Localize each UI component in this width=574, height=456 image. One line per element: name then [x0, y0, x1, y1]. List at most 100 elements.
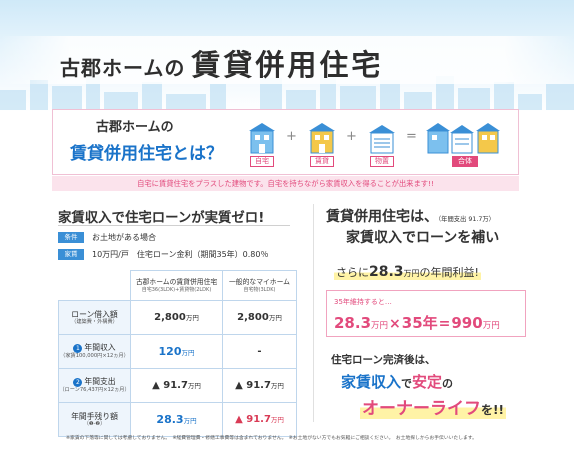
closing-line3: オーナーライフを!! — [360, 394, 506, 419]
closing-line1: 住宅ローン完済後は、 — [331, 354, 436, 366]
cell-expense-rental: ▲ 91.7万円 — [130, 368, 223, 403]
label-storage: 物置 — [370, 156, 394, 167]
cell-value: 2,800 — [154, 312, 186, 323]
comparison-table: 古郡ホームの賃貸併用住宅 自宅36(3LDK)+賃貸物(2LDK) 一般的なマイ… — [58, 270, 297, 437]
cell-unit: 万円 — [268, 314, 282, 322]
rent-text: 10万円/戸 住宅ローン金利（期間35年）0.80％ — [92, 250, 269, 259]
annual-profit-line: さらに28.3万円の年間利益! — [334, 261, 481, 280]
cell-value: ▲ 91.7 — [235, 380, 271, 391]
calculation-formula: 28.3万円×35年=990万円 — [334, 312, 500, 333]
city-skyline-illustration — [0, 74, 574, 110]
title-main: 賃貸併用住宅 — [191, 48, 384, 82]
header-banner: 古郡ホームの 賃貸併用住宅 — [0, 0, 574, 112]
table-header-row: 古郡ホームの賃貸併用住宅 自宅36(3LDK)+賃貸物(2LDK) 一般的なマイ… — [59, 270, 297, 301]
plus-operator-2: + — [346, 129, 357, 144]
house-icon-home — [249, 123, 275, 154]
combined-building-icon — [426, 123, 500, 154]
row-sublabel: （ローン76,437円×12ヵ月） — [59, 387, 130, 394]
row-label: 年間手残り額 — [71, 411, 118, 421]
row-sublabel: （家賃100,000円×12ヵ月） — [60, 353, 129, 360]
cell-value: ▲ 91.7 — [235, 414, 271, 425]
page-title: 古郡ホームの 賃貸併用住宅 — [60, 42, 383, 84]
rent-tag: 家賃 — [58, 249, 84, 260]
right-line1-main: 賃貸併用住宅は、 — [326, 209, 438, 225]
row-header-income: 1 年間収入 （家賃100,000円×12ヵ月） — [58, 334, 131, 369]
right-line1: 賃貸併用住宅は、（年間支出 91.7万） — [326, 206, 495, 226]
column-title: 一般的なマイホーム — [229, 277, 290, 286]
table-row: 年間手残り額 （❶-❷） 28.3万円 ▲ 91.7万円 — [58, 402, 297, 437]
column-header-standard-home: 一般的なマイホーム 自宅物(3LDK) — [222, 270, 297, 301]
intro-line1: 古郡ホームの — [96, 120, 174, 135]
footnote: ※家賃の下落等に関しては考慮しておりません。 ※経費管理費・修繕工事費等は含まれ… — [66, 436, 477, 441]
label-combined: 合体 — [452, 156, 478, 167]
calc-total: 990 — [451, 314, 483, 332]
cell-unit: 万円 — [185, 314, 199, 322]
cell-unit: 万円 — [270, 382, 284, 390]
equals-operator: = — [406, 129, 417, 144]
garage-icon — [369, 125, 395, 154]
cell-income-rental: 120万円 — [130, 334, 223, 369]
column-subtitle: 自宅物(3LDK) — [243, 286, 276, 293]
calculation-box — [326, 290, 526, 337]
right-line2: 家賃収入でローンを補い — [346, 230, 500, 246]
column-title: 古郡ホームの賃貸併用住宅 — [135, 277, 218, 286]
row-label: 年間収入 — [84, 343, 116, 353]
intro-banner: 自宅に賃貸住宅をプラスした建物です。自宅を持ちながら家賃収入を得ることが出来ます… — [52, 176, 519, 191]
cell-value: ▲ 91.7 — [152, 380, 188, 391]
panel-divider — [313, 204, 314, 422]
cell-net-standard: ▲ 91.7万円 — [222, 402, 297, 437]
row-label: ローン借入額 — [71, 309, 118, 319]
intro-line2: 賃貸併用住宅とは？ — [70, 144, 223, 164]
left-heading: 家賃収入で住宅ローンが実質ゼロ! — [58, 211, 265, 226]
calc-years: 35年 — [401, 314, 438, 332]
column-header-rental-home: 古郡ホームの賃貸併用住宅 自宅36(3LDK)+賃貸物(2LDK) — [130, 270, 223, 301]
condition-row-rent: 家賃 10万円/戸 住宅ローン金利（期間35年）0.80％ — [58, 249, 268, 260]
circle-number-icon: 1 — [73, 344, 83, 354]
row-sublabel: （建築費・外構費） — [71, 319, 118, 326]
times-symbol: × — [389, 316, 401, 332]
row-sublabel: （❶-❷） — [83, 421, 106, 428]
cell-unit: 万円 — [181, 349, 195, 357]
left-divider — [58, 225, 290, 226]
profit-unit: 万円 — [403, 269, 420, 278]
calc-annual-unit: 万円 — [371, 321, 389, 331]
cell-value: 120 — [158, 345, 182, 358]
plus-operator-1: + — [286, 129, 297, 144]
label-home: 自宅 — [250, 156, 274, 167]
house-icon-rental — [309, 123, 335, 154]
condition-row-land: 条件 お土地がある場合 — [58, 232, 156, 243]
cell-unit: 万円 — [270, 416, 284, 424]
cell-unit: 万円 — [187, 382, 201, 390]
profit-suffix: の年間利益! — [419, 266, 479, 279]
closing-end: を!! — [481, 403, 504, 417]
row-header-net: 年間手残り額 （❶-❷） — [58, 402, 131, 437]
closing-particle-no: の — [442, 377, 454, 390]
cell-income-standard: - — [222, 334, 297, 369]
condition-tag: 条件 — [58, 232, 84, 243]
cell-value: - — [257, 346, 262, 357]
table-row: 2 年間支出 （ローン76,437円×12ヵ月） ▲ 91.7万円 ▲ 91.7万… — [58, 368, 297, 403]
profit-amount: 28.3 — [369, 264, 404, 280]
profit-prefix: さらに — [336, 266, 369, 279]
closing-rent-income: 家賃収入 — [341, 373, 402, 391]
table-corner — [59, 271, 131, 301]
cell-expense-standard: ▲ 91.7万円 — [222, 368, 297, 403]
row-header-expense: 2 年間支出 （ローン76,437円×12ヵ月） — [58, 368, 131, 403]
row-label: 年間支出 — [84, 377, 116, 387]
title-company: 古郡ホームの — [60, 56, 186, 80]
condition-text: お土地がある場合 — [92, 233, 156, 242]
cell-value: 28.3 — [156, 413, 184, 426]
right-line1-note: （年間支出 91.7万） — [438, 216, 495, 223]
title-band — [0, 36, 574, 84]
calc-total-unit: 万円 — [482, 321, 500, 331]
label-rental: 賃貸 — [310, 156, 334, 167]
cell-unit: 万円 — [183, 417, 197, 425]
cell-loan-rental: 2,800万円 — [130, 300, 223, 335]
cell-loan-standard: 2,800万円 — [222, 300, 297, 335]
circle-number-icon: 2 — [73, 378, 83, 388]
closing-stable: 安定 — [412, 373, 443, 391]
closing-line2: 家賃収入で安定の — [341, 371, 453, 392]
closing-owner-life: オーナーライフ — [362, 399, 481, 419]
calculation-caption: 35年維持すると… — [334, 298, 392, 306]
table-row: 1 年間収入 （家賃100,000円×12ヵ月） 120万円 - — [58, 334, 297, 369]
